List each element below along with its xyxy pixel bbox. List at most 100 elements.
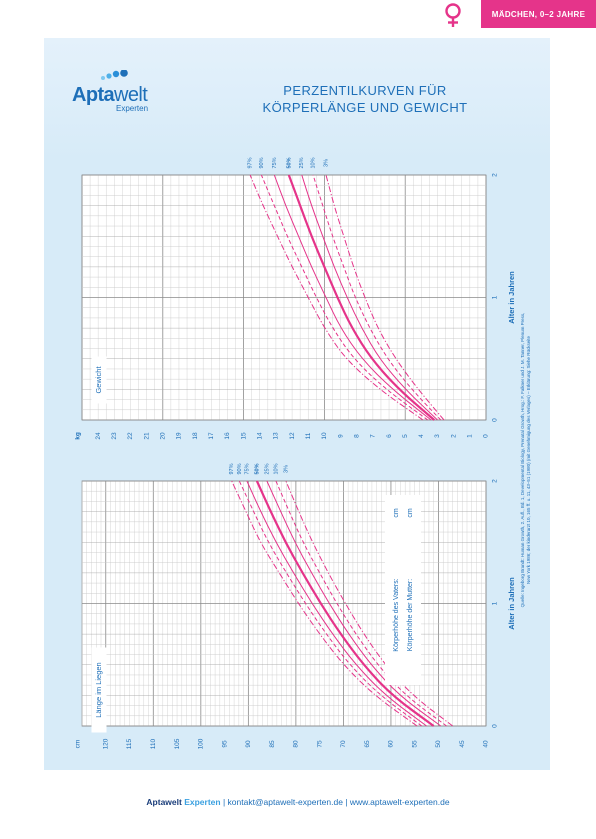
parents-box [385, 495, 421, 685]
y-tick-label: 5 [402, 434, 409, 438]
logo-wordmark: Aptawelt [72, 84, 148, 107]
y-tick-label: 70 [340, 740, 347, 748]
y-tick-label: 105 [174, 738, 181, 749]
series-line-3pct [325, 174, 445, 421]
percentile-label: 75% [272, 157, 278, 168]
y-tick-label: 22 [127, 432, 134, 440]
mother-height-label: Körperhöhe der Mutter: [407, 579, 414, 651]
y-tick-label: 45 [459, 740, 466, 748]
footer-contact: | kontakt@aptawelt-experten.de | www.apt… [220, 797, 450, 807]
series-line-10pct [312, 174, 442, 421]
percentile-label: 50% [254, 463, 260, 474]
y-tick-label: 85 [269, 740, 276, 748]
series-line-50pct [255, 480, 435, 727]
y-tick-label: 95 [221, 740, 228, 748]
height-unit-label: cm [407, 508, 414, 518]
y-tick-label: 9 [337, 434, 344, 438]
y-tick-label: 120 [102, 738, 109, 749]
y-tick-label: 18 [192, 432, 199, 440]
y-tick-label: 80 [293, 740, 300, 748]
y-tick-label: 6 [386, 434, 393, 438]
percentile-label: 10% [311, 157, 317, 168]
footer-brand: Aptawelt [146, 797, 182, 807]
y-tick-label: 0 [483, 434, 490, 438]
percentile-label: 90% [259, 157, 265, 168]
percentile-label: 97% [248, 157, 254, 168]
percentile-label: 3% [283, 465, 289, 473]
y-tick-label: 110 [150, 738, 157, 749]
series-line-97pct [231, 480, 418, 727]
x-tick-label: 2 [492, 173, 499, 177]
percentile-label: 10% [273, 463, 279, 474]
y-tick-label: 20 [160, 432, 167, 440]
title-line-2: KÖRPERLÄNGE UND GEWICHT [262, 100, 468, 115]
y-tick-label: 8 [353, 434, 360, 438]
y-tick-label: 115 [126, 738, 133, 749]
series-line-10pct [275, 480, 447, 727]
logo-thin: welt [114, 84, 148, 106]
y-tick-label: 24 [95, 432, 102, 440]
y-unit-label: cm [75, 740, 82, 749]
y-tick-label: 100 [198, 738, 205, 749]
y-tick-label: 1 [467, 434, 474, 438]
father-height-label: Körperhöhe des Vaters: [393, 578, 400, 651]
y-tick-label: 13 [273, 432, 280, 440]
percentile-label: 50% [286, 157, 292, 168]
percentile-label: 75% [244, 463, 250, 474]
y-tick-label: 14 [256, 432, 263, 440]
y-tick-label: 50 [435, 740, 442, 748]
page-title: PERZENTILKURVEN FÜR KÖRPERLÄNGE UND GEWI… [220, 82, 510, 116]
height-unit-label: cm [393, 508, 400, 518]
y-tick-label: 3 [434, 434, 441, 438]
logo-subtitle: Experten [116, 104, 149, 113]
y-tick-label: 7 [370, 434, 377, 438]
y-tick-label: 12 [289, 432, 296, 440]
percentile-label: 25% [299, 157, 305, 168]
y-tick-label: 15 [240, 432, 247, 440]
y-tick-label: 60 [388, 740, 395, 748]
y-unit-label: kg [75, 432, 82, 440]
chart-length: 404550556065707580859095100105110115120c… [75, 463, 516, 749]
y-tick-label: 17 [208, 432, 215, 440]
percentile-label: 25% [264, 463, 270, 474]
series-line-25pct [266, 480, 442, 727]
percentile-label: 97% [229, 463, 235, 474]
series-line-97pct [249, 174, 424, 421]
x-tick-label: 0 [492, 724, 499, 728]
y-tick-label: 2 [450, 434, 457, 438]
x-tick-label: 2 [492, 479, 499, 483]
source-citation: Quelle: Ingeborg Brandt: Human Growth, 2… [520, 312, 531, 608]
y-tick-label: 19 [176, 432, 183, 440]
percentile-label: 3% [323, 159, 329, 167]
age-gender-badge: MÄDCHEN, 0–2 JAHRE [481, 0, 596, 28]
title-line-1: PERZENTILKURVEN FÜR [283, 83, 447, 98]
series-line-75pct [246, 480, 427, 727]
x-axis-label: Alter in Jahren [507, 271, 516, 324]
footer: Aptawelt Experten | kontakt@aptawelt-exp… [0, 797, 596, 807]
chart-label: Gewicht [94, 366, 103, 394]
y-tick-label: 40 [483, 740, 490, 748]
y-tick-label: 90 [245, 740, 252, 748]
y-tick-label: 75 [316, 740, 323, 748]
footer-brand-experten: Experten [184, 797, 221, 807]
y-tick-label: 11 [305, 432, 312, 439]
x-tick-label: 1 [492, 295, 499, 299]
series-line-90pct [238, 480, 423, 727]
series-line-75pct [273, 174, 432, 421]
y-tick-label: 10 [321, 432, 328, 440]
y-tick-label: 65 [364, 740, 371, 748]
series-line-50pct [287, 174, 436, 421]
series-line-25pct [301, 174, 438, 421]
chart-label: Länge im Liegen [94, 662, 103, 717]
percentile-label: 90% [237, 463, 243, 474]
chart-weight: 0123456789101112131415161718192021222324… [75, 157, 516, 439]
logo-bold: Apta [72, 84, 115, 106]
y-tick-label: 21 [143, 432, 150, 440]
x-tick-label: 1 [492, 601, 499, 605]
series-line-3pct [285, 480, 454, 727]
female-symbol-icon [445, 3, 461, 27]
y-tick-label: 55 [411, 740, 418, 748]
y-tick-label: 4 [418, 434, 425, 438]
y-tick-label: 23 [111, 432, 118, 440]
